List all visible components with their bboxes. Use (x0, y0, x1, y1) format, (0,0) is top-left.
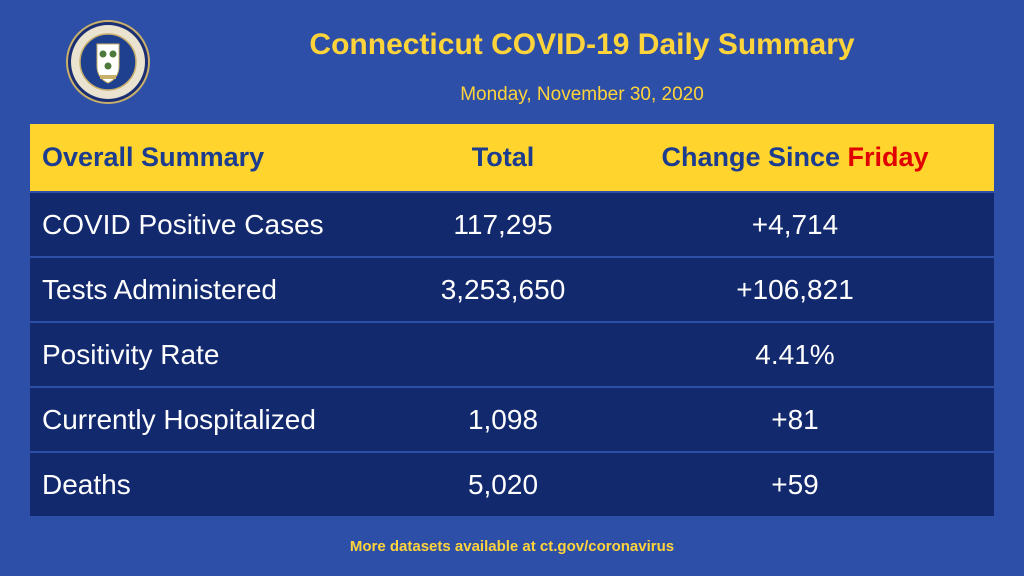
header-overall-summary: Overall Summary (42, 142, 265, 172)
footer-link-text: More datasets available at ct.gov/corona… (349, 538, 675, 555)
row-total: 117,295 (453, 208, 553, 240)
summary-table: Overall Summary Total Change Since Frida… (30, 124, 994, 518)
page-title: Connecticut COVID-19 Daily Summary (309, 28, 855, 61)
table-row: Tests Administered 3,253,650 +106,821 (30, 256, 994, 321)
row-label: Positivity Rate (42, 338, 220, 370)
header-total: Total (471, 142, 535, 172)
row-total: 3,253,650 (440, 273, 566, 305)
row-change: +59 (771, 468, 819, 500)
table-row: COVID Positive Cases 117,295 +4,714 (30, 191, 994, 256)
row-change: +106,821 (736, 273, 854, 305)
table-row: Deaths 5,020 +59 (30, 451, 994, 516)
row-change: 4.41% (755, 338, 835, 370)
row-label: COVID Positive Cases (42, 208, 324, 240)
row-change: +4,714 (751, 208, 839, 240)
governor-seal-logo (66, 20, 150, 104)
row-label: Tests Administered (42, 273, 277, 305)
row-label: Currently Hospitalized (42, 403, 316, 435)
header-change-prefix: Change Since (661, 142, 840, 172)
row-total: 1,098 (467, 403, 539, 435)
report-date: Monday, November 30, 2020 (460, 84, 704, 105)
table-row: Currently Hospitalized 1,098 +81 (30, 386, 994, 451)
header-change: Change Since Friday (596, 142, 994, 173)
row-total: 5,020 (467, 468, 539, 500)
row-change: +81 (771, 403, 819, 435)
row-label: Deaths (42, 468, 131, 500)
header-change-day: Friday (847, 142, 929, 172)
table-header-row: Overall Summary Total Change Since Frida… (30, 124, 994, 191)
table-row: Positivity Rate 4.41% (30, 321, 994, 386)
